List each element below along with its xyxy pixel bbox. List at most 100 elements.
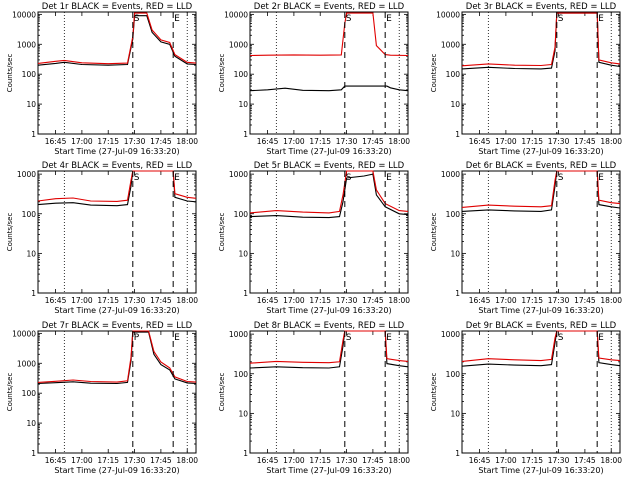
x-tick-label: 17:30 <box>124 296 146 305</box>
x-tick-label: 17:45 <box>574 456 596 465</box>
x-tick-label: 17:00 <box>495 296 517 305</box>
chart-title: Det 4r BLACK = Events, RED = LLD <box>42 161 193 171</box>
x-tick-label: 17:15 <box>309 137 331 146</box>
y-tick-label: 10000 <box>12 329 36 338</box>
x-axis-label: Start Time (27-Jul-09 16:33:20) <box>54 466 179 475</box>
series-line-events <box>37 170 197 207</box>
x-axis-label: Start Time (27-Jul-09 16:33:20) <box>266 306 391 315</box>
marker-label: E <box>598 333 604 343</box>
marker-label: E <box>174 14 180 24</box>
x-tick-label: 18:00 <box>176 296 198 305</box>
marker-label: S <box>346 333 352 343</box>
x-tick-label: 17:30 <box>548 296 570 305</box>
x-axis-label: Start Time (27-Jul-09 16:33:20) <box>478 466 603 475</box>
detector-panel-2: Det 2r BLACK = Events, RED = LLD 1 10 100 10… <box>218 2 410 156</box>
marker-label: E <box>598 173 604 183</box>
x-tick-label: 18:00 <box>176 456 198 465</box>
y-tick-label: 100 <box>446 370 461 379</box>
marker-label: E <box>386 173 392 183</box>
y-tick-label: 10 <box>26 249 36 258</box>
y-tick-label: 10 <box>450 100 460 109</box>
chart-title: Det 8r BLACK = Events, RED = LLD <box>254 321 405 331</box>
y-tick-label: 10000 <box>224 10 248 19</box>
plot-frame <box>249 170 409 294</box>
detector-panel-3: Det 3r BLACK = Events, RED = LLD 1 10 100 10… <box>430 2 622 156</box>
y-axis-label: Counts/sec <box>430 373 438 412</box>
y-tick-label: 100 <box>234 210 249 219</box>
x-axis-label: Start Time (27-Jul-09 16:33:20) <box>54 306 179 315</box>
y-tick-label: 1 <box>455 289 460 298</box>
series-line-events <box>37 15 197 66</box>
plot-frame <box>249 330 409 454</box>
y-axis-label: Counts/sec <box>218 54 226 93</box>
detector-panel-9: Det 9r BLACK = Events, RED = LLD 1 10 100 10… <box>430 321 622 475</box>
plot-frame <box>461 170 621 294</box>
x-tick-label: 17:00 <box>283 137 305 146</box>
detector-panel-7: Det 7r BLACK = Events, RED = LLD 1 10 100 10… <box>6 321 198 475</box>
series-line-lld <box>249 170 409 214</box>
x-tick-label: 17:45 <box>150 456 172 465</box>
chart-title: Det 3r BLACK = Events, RED = LLD <box>466 2 617 12</box>
chart-title: Det 1r BLACK = Events, RED = LLD <box>42 2 193 12</box>
y-tick-label: 1 <box>243 449 248 458</box>
x-tick-label: 17:45 <box>362 137 384 146</box>
series-line-lld <box>461 330 621 362</box>
x-tick-label: 17:00 <box>71 296 93 305</box>
series-line-events <box>249 330 409 369</box>
y-tick-label: 100 <box>446 210 461 219</box>
marker-label: E <box>598 14 604 24</box>
x-tick-label: 16:45 <box>469 296 491 305</box>
marker-label: S <box>558 333 564 343</box>
x-tick-label: 18:00 <box>388 137 410 146</box>
series-line-events <box>461 12 621 70</box>
x-tick-label: 17:00 <box>495 137 517 146</box>
x-tick-label: 16:45 <box>257 456 279 465</box>
x-tick-label: 17:15 <box>97 137 119 146</box>
y-tick-label: 100 <box>22 70 37 79</box>
series-line-events <box>461 330 621 367</box>
series-line-events <box>37 331 197 385</box>
x-tick-label: 16:45 <box>45 296 67 305</box>
y-tick-label: 100 <box>234 70 249 79</box>
y-tick-label: 1 <box>31 289 36 298</box>
y-axis-label: Counts/sec <box>6 373 14 412</box>
x-tick-label: 17:45 <box>574 296 596 305</box>
x-tick-label: 17:45 <box>362 296 384 305</box>
series-line-lld <box>37 12 197 65</box>
y-tick-label: 1 <box>243 289 248 298</box>
marker-label: S <box>558 14 564 24</box>
y-tick-label: 100 <box>234 370 249 379</box>
series-line-events <box>249 85 409 92</box>
x-tick-label: 17:15 <box>521 137 543 146</box>
y-axis-label: Counts/sec <box>218 213 226 252</box>
y-tick-label: 1000 <box>17 40 36 49</box>
y-tick-label: 10 <box>238 409 248 418</box>
y-tick-label: 1000 <box>229 330 248 339</box>
x-tick-label: 17:30 <box>124 137 146 146</box>
x-tick-label: 16:45 <box>257 137 279 146</box>
marker-label: E <box>174 173 180 183</box>
marker-label: E <box>386 14 392 24</box>
y-tick-label: 1000 <box>17 170 36 179</box>
y-tick-label: 10 <box>450 409 460 418</box>
detector-panel-4: Det 4r BLACK = Events, RED = LLD 1 10 100 10… <box>6 161 198 315</box>
x-tick-label: 17:00 <box>71 456 93 465</box>
marker-label: E <box>386 333 392 343</box>
x-tick-label: 17:00 <box>495 456 517 465</box>
x-tick-label: 18:00 <box>176 137 198 146</box>
marker-label: S <box>346 14 352 24</box>
x-tick-label: 17:15 <box>97 296 119 305</box>
marker-label: S <box>346 173 352 183</box>
marker-label: S <box>134 14 140 24</box>
y-axis-label: Counts/sec <box>218 373 226 412</box>
x-tick-label: 17:30 <box>336 137 358 146</box>
x-axis-label: Start Time (27-Jul-09 16:33:20) <box>54 147 179 156</box>
y-tick-label: 1000 <box>441 330 460 339</box>
chart-title: Det 7r BLACK = Events, RED = LLD <box>42 321 193 331</box>
x-tick-label: 17:15 <box>521 296 543 305</box>
y-tick-label: 10 <box>238 249 248 258</box>
x-tick-label: 17:15 <box>309 456 331 465</box>
y-tick-label: 10 <box>238 100 248 109</box>
y-tick-label: 10 <box>26 100 36 109</box>
